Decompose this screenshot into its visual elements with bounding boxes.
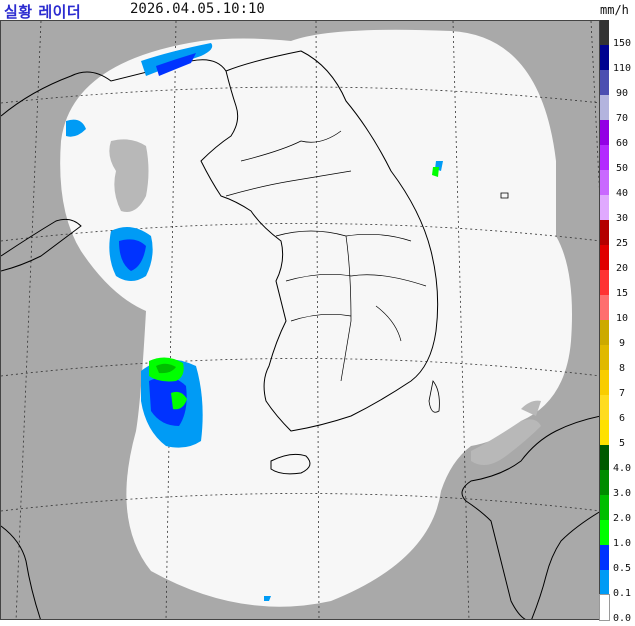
legend-swatch bbox=[600, 95, 609, 120]
graticule bbox=[1, 21, 599, 619]
legend-label: 25 bbox=[615, 238, 629, 249]
korea-peninsula-outline bbox=[200, 50, 439, 432]
legend-swatch bbox=[600, 195, 609, 220]
legend-label: 6 bbox=[618, 413, 626, 424]
legend-swatch bbox=[600, 570, 609, 595]
legend-label: 8 bbox=[618, 363, 626, 374]
legend-label: 110 bbox=[612, 63, 632, 74]
coastlines bbox=[1, 50, 599, 619]
legend-swatch bbox=[600, 70, 609, 95]
legend-swatch bbox=[600, 495, 609, 520]
legend-swatch bbox=[600, 395, 609, 420]
legend-swatch bbox=[600, 520, 609, 545]
japan-outline bbox=[461, 415, 599, 619]
legend-label: 4.0 bbox=[612, 463, 632, 474]
legend-swatch bbox=[600, 220, 609, 245]
clutter-echo bbox=[109, 139, 541, 465]
legend-label: 7 bbox=[618, 388, 626, 399]
legend-label: 3.0 bbox=[612, 488, 632, 499]
legend-label: 2.0 bbox=[612, 513, 632, 524]
legend-swatch bbox=[600, 270, 609, 295]
radar-coverage-area bbox=[60, 29, 573, 607]
legend-label: 70 bbox=[615, 113, 629, 124]
legend-label: 40 bbox=[615, 188, 629, 199]
precip-dark-green bbox=[156, 363, 176, 374]
legend-swatch bbox=[600, 345, 609, 370]
legend-swatch bbox=[599, 594, 610, 621]
legend-swatch bbox=[600, 120, 609, 145]
radar-map-svg bbox=[1, 21, 599, 619]
legend-swatch bbox=[600, 320, 609, 345]
legend-label: 0.0 bbox=[612, 613, 632, 624]
legend-label: 10 bbox=[615, 313, 629, 324]
legend-label: 20 bbox=[615, 263, 629, 274]
legend-swatch bbox=[600, 445, 609, 470]
legend-swatch bbox=[600, 420, 609, 445]
legend-label: 1.0 bbox=[612, 538, 632, 549]
legend-label: 150 bbox=[612, 38, 632, 49]
legend-label: 30 bbox=[615, 213, 629, 224]
legend-swatch bbox=[600, 295, 609, 320]
legend-label: 9 bbox=[618, 338, 626, 349]
jeju-island bbox=[270, 453, 311, 475]
legend-swatch bbox=[600, 170, 609, 195]
legend-swatch bbox=[600, 20, 609, 45]
legend-swatch bbox=[600, 245, 609, 270]
legend-label: 50 bbox=[615, 163, 629, 174]
header: 실황 레이더 2026.04.05.10:10 bbox=[0, 0, 600, 21]
precip-blue bbox=[119, 53, 196, 426]
legend-swatch bbox=[600, 470, 609, 495]
legend-unit: mm/h bbox=[600, 3, 629, 17]
legend-swatch bbox=[600, 145, 609, 170]
legend-label: 0.1 bbox=[612, 588, 632, 599]
legend-swatch bbox=[600, 545, 609, 570]
legend-swatch bbox=[600, 45, 609, 70]
observation-timestamp: 2026.04.05.10:10 bbox=[130, 1, 265, 17]
legend-label: 0.5 bbox=[612, 563, 632, 574]
app-title: 실황 레이더 bbox=[4, 3, 82, 21]
legend-label: 60 bbox=[615, 138, 629, 149]
legend-swatch bbox=[600, 370, 609, 395]
legend-label: 90 bbox=[615, 88, 629, 99]
legend-label: 5 bbox=[618, 438, 626, 449]
precip-legend: 150 110 90 70 60 50 40 30 25 20 15 10 9 8 7 6 5 4.0 3.0 2.0… bbox=[599, 20, 635, 624]
radar-map[interactable] bbox=[0, 20, 600, 620]
legend-label: 15 bbox=[615, 288, 629, 299]
